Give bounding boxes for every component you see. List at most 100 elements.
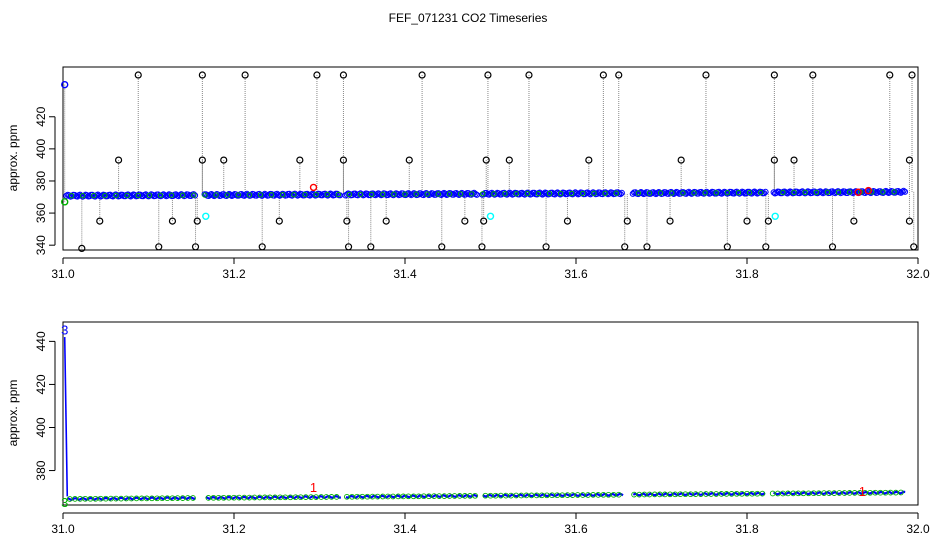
spike-point bbox=[367, 243, 375, 251]
spike-point bbox=[623, 217, 631, 225]
spike-point bbox=[505, 156, 513, 164]
data-point bbox=[880, 189, 886, 195]
spike-point bbox=[702, 71, 710, 79]
chart-title: FEF_071231 CO2 Timeseries bbox=[389, 11, 548, 25]
spike-point bbox=[114, 156, 123, 164]
data-point bbox=[380, 191, 386, 198]
data-point bbox=[835, 189, 842, 195]
top-panel: approx. ppm 31.0 31.2 31.4 31.6 31.8 32.0 340… bbox=[6, 66, 930, 281]
data-point bbox=[346, 191, 353, 198]
series-line bbox=[345, 493, 479, 499]
spike-point bbox=[478, 243, 486, 251]
data-point bbox=[457, 191, 464, 197]
spike-point bbox=[599, 71, 607, 79]
data-point bbox=[180, 192, 186, 198]
spike-point bbox=[542, 243, 550, 251]
data-point bbox=[635, 190, 642, 196]
data-point bbox=[758, 189, 764, 196]
spike-point bbox=[258, 243, 266, 251]
spike-point bbox=[563, 217, 572, 225]
data-point bbox=[759, 490, 766, 497]
cyan-point bbox=[202, 212, 210, 220]
x-tick-label: 31.2 bbox=[222, 267, 246, 281]
spike-point bbox=[168, 217, 177, 225]
x-tick-label: 31.6 bbox=[564, 522, 588, 536]
x-tick-label: 32.0 bbox=[906, 267, 930, 281]
spike-point bbox=[615, 71, 623, 79]
data-point bbox=[257, 192, 264, 198]
start-point bbox=[61, 80, 69, 89]
data-point bbox=[657, 190, 664, 196]
spike-point bbox=[828, 243, 837, 251]
spike-point bbox=[339, 71, 348, 79]
data-point bbox=[502, 191, 508, 197]
data-point bbox=[846, 189, 853, 195]
spike-point bbox=[908, 71, 916, 79]
spike-point bbox=[480, 217, 488, 225]
spike-point bbox=[666, 217, 674, 225]
data-point bbox=[602, 190, 608, 197]
data-point bbox=[824, 189, 831, 195]
data-point bbox=[91, 192, 97, 199]
data-point bbox=[613, 190, 619, 196]
spike-point bbox=[585, 156, 593, 164]
series-line bbox=[632, 491, 766, 497]
data-point bbox=[735, 190, 742, 196]
top-y-axis-label: approx. ppm bbox=[6, 125, 20, 192]
spike-point bbox=[193, 217, 201, 225]
data-point bbox=[357, 191, 364, 198]
data-point bbox=[472, 492, 478, 499]
data-point bbox=[446, 191, 453, 197]
bottom-y-axis-label: approx. ppm bbox=[6, 380, 20, 447]
spike-point bbox=[910, 243, 918, 251]
spike-point bbox=[764, 217, 772, 225]
red-point bbox=[864, 186, 873, 195]
data-point bbox=[761, 190, 768, 197]
bottom-plot-frame bbox=[62, 321, 919, 506]
x-tick-label: 31.0 bbox=[51, 522, 75, 536]
y-tick-label: 420 bbox=[34, 374, 48, 394]
x-tick-label: 31.2 bbox=[222, 522, 246, 536]
data-point bbox=[80, 193, 86, 199]
y-tick-label: 420 bbox=[34, 106, 48, 126]
data-point bbox=[157, 192, 164, 199]
data-point bbox=[557, 190, 564, 197]
series-line bbox=[482, 492, 624, 498]
point-label: 1 bbox=[859, 484, 866, 499]
y-tick-label: 400 bbox=[34, 139, 48, 159]
data-point bbox=[524, 190, 530, 197]
red-point bbox=[309, 183, 318, 192]
y-tick-label: 380 bbox=[34, 171, 48, 191]
data-point bbox=[333, 494, 340, 500]
spike-point bbox=[723, 243, 731, 251]
spike-point bbox=[770, 71, 778, 79]
data-point bbox=[802, 189, 808, 196]
spike-point bbox=[296, 156, 304, 164]
bottom-y-axis: 380 400 420 440 bbox=[34, 331, 56, 481]
data-point bbox=[469, 191, 475, 197]
data-point bbox=[190, 495, 196, 501]
spike-point bbox=[438, 243, 446, 251]
spike-point bbox=[418, 71, 426, 79]
spike-point bbox=[191, 243, 200, 251]
spike-point bbox=[96, 217, 104, 225]
data-point bbox=[580, 190, 586, 197]
data-point bbox=[68, 193, 75, 199]
cyan-point bbox=[486, 212, 495, 220]
y-tick-label: 340 bbox=[34, 235, 48, 255]
data-point bbox=[615, 491, 622, 498]
data-point bbox=[102, 192, 108, 199]
spike-point bbox=[78, 244, 86, 252]
y-tick-label: 440 bbox=[34, 331, 48, 351]
series-line bbox=[773, 490, 906, 496]
data-point bbox=[369, 191, 375, 198]
data-point bbox=[680, 190, 686, 196]
data-point bbox=[213, 192, 219, 198]
data-point bbox=[898, 489, 904, 496]
spike-point bbox=[770, 156, 778, 164]
data-point bbox=[646, 190, 653, 196]
data-point bbox=[302, 191, 308, 198]
data-point bbox=[402, 191, 408, 197]
spike-point bbox=[313, 71, 321, 79]
spike-point bbox=[198, 156, 206, 164]
